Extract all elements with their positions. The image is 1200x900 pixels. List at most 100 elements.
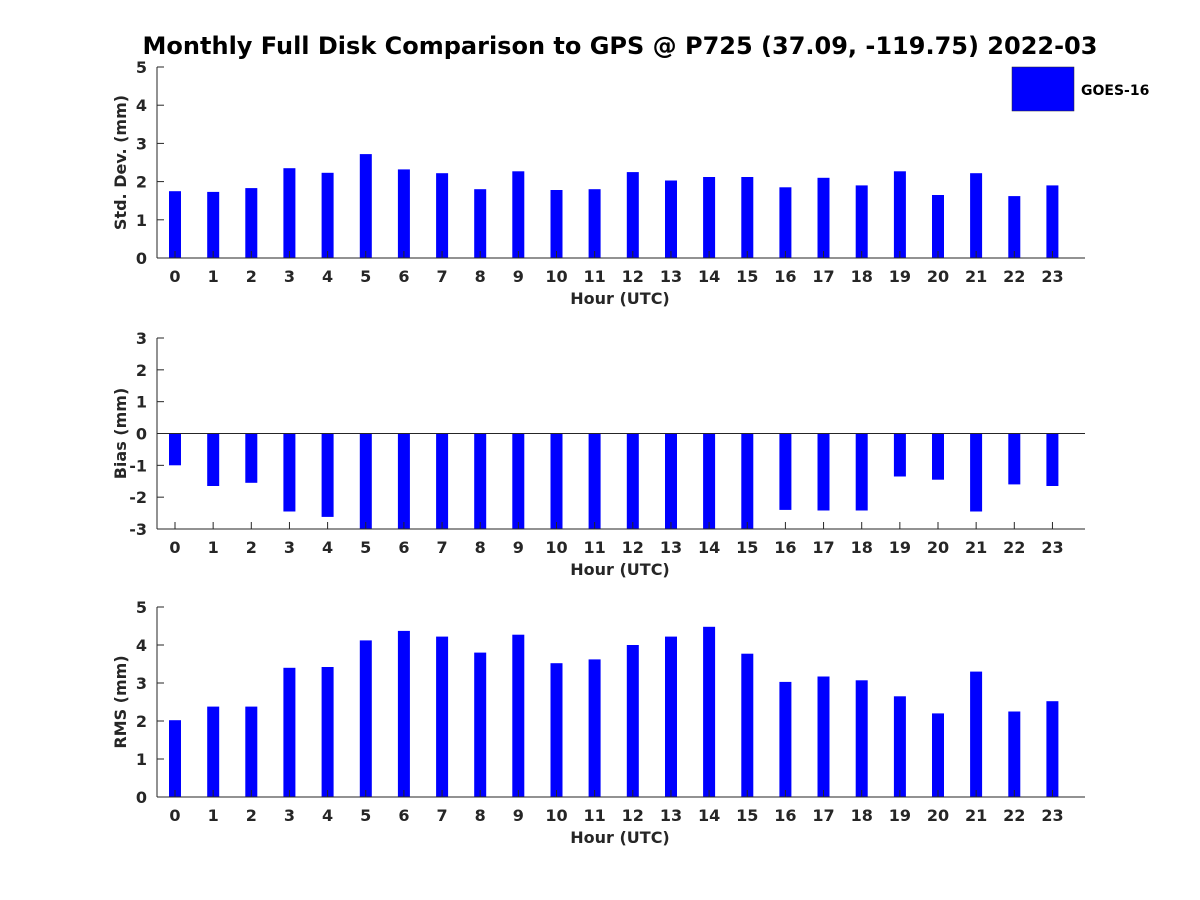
bar-hour-5: [359, 154, 372, 258]
y-tick-label: 3: [136, 329, 147, 348]
x-tick-label: 20: [927, 267, 949, 286]
x-tick-label: 3: [284, 806, 295, 825]
y-tick-label: -1: [129, 456, 147, 475]
x-tick-label: 6: [398, 538, 409, 557]
bar-hour-22: [1008, 433, 1021, 485]
bar-hour-6: [397, 433, 410, 529]
bar-hour-10: [550, 190, 563, 258]
x-tick-label: 13: [660, 538, 682, 557]
bar-hour-22: [1008, 196, 1021, 258]
bar-hour-23: [1046, 185, 1059, 258]
x-tick-label: 23: [1041, 806, 1063, 825]
y-tick-label: 4: [136, 636, 147, 655]
bar-hour-1: [207, 191, 220, 258]
bar-hour-17: [817, 433, 830, 511]
x-tick-label: 18: [851, 538, 873, 557]
bar-hour-11: [588, 433, 601, 529]
bar-hour-13: [665, 433, 677, 529]
y-tick-label: 0: [136, 425, 147, 444]
y-tick-label: 5: [136, 58, 147, 77]
bar-hour-1: [207, 433, 220, 486]
x-tick-label: 15: [736, 538, 758, 557]
bar-hour-8: [474, 433, 487, 529]
x-tick-label: 16: [774, 267, 796, 286]
y-tick-label: 0: [136, 249, 147, 268]
bar-hour-16: [779, 433, 792, 510]
bar-hour-19: [893, 696, 906, 797]
bar-hour-21: [970, 173, 983, 258]
x-tick-label: 11: [584, 806, 606, 825]
bar-hour-15: [741, 653, 754, 797]
y-tick-label: -3: [129, 520, 147, 539]
x-tick-label: 19: [889, 267, 911, 286]
x-tick-label: 22: [1003, 538, 1025, 557]
x-tick-label: 4: [322, 538, 333, 557]
bar-hour-3: [283, 667, 296, 797]
bar-hour-22: [1008, 711, 1021, 797]
y-tick-label: 1: [136, 211, 147, 230]
x-tick-label: 18: [851, 806, 873, 825]
x-tick-label: 13: [660, 267, 682, 286]
bar-hour-2: [245, 188, 258, 258]
x-axis-label: Hour (UTC): [570, 289, 670, 308]
y-tick-label: 2: [136, 712, 147, 731]
bar-hour-14: [703, 626, 716, 797]
x-tick-label: 6: [398, 806, 409, 825]
legend-label: GOES-16: [1081, 83, 1149, 99]
bar-hour-3: [283, 433, 296, 512]
bar-hour-3: [283, 168, 296, 258]
bar-hour-7: [436, 173, 449, 258]
bar-hour-6: [397, 169, 410, 258]
bar-hour-10: [550, 433, 563, 529]
x-tick-label: 17: [812, 267, 834, 286]
bar-hour-12: [626, 433, 639, 529]
bar-hour-13: [665, 180, 677, 258]
y-tick-label: 2: [136, 361, 147, 380]
x-tick-label: 20: [927, 538, 949, 557]
legend: GOES-16: [1011, 66, 1149, 112]
bar-hour-18: [855, 185, 868, 258]
x-tick-label: 5: [360, 538, 371, 557]
bar-hour-9: [512, 433, 525, 529]
bar-hour-2: [245, 433, 258, 483]
x-tick-label: 10: [545, 806, 567, 825]
bar-hour-8: [474, 189, 487, 258]
bar-hour-6: [397, 630, 410, 797]
bar-hour-20: [932, 433, 944, 480]
bar-hour-4: [321, 172, 334, 258]
x-tick-label: 19: [889, 806, 911, 825]
x-tick-label: 8: [475, 538, 486, 557]
bar-hour-14: [703, 177, 716, 258]
bar-hour-19: [893, 171, 906, 258]
x-tick-label: 22: [1003, 806, 1025, 825]
x-axis-label: Hour (UTC): [570, 828, 670, 847]
x-axis-label: Hour (UTC): [570, 560, 670, 579]
x-tick-label: 2: [246, 806, 257, 825]
x-tick-label: 5: [360, 267, 371, 286]
bar-hour-19: [893, 433, 906, 477]
bar-hour-1: [207, 706, 220, 797]
x-tick-label: 23: [1041, 538, 1063, 557]
x-tick-label: 23: [1041, 267, 1063, 286]
bar-hour-18: [855, 680, 868, 797]
x-tick-label: 12: [622, 267, 644, 286]
x-tick-label: 1: [208, 538, 219, 557]
chart-title: Monthly Full Disk Comparison to GPS @ P7…: [143, 32, 1098, 60]
x-tick-label: 19: [889, 538, 911, 557]
bar-hour-7: [436, 636, 449, 797]
x-tick-label: 13: [660, 806, 682, 825]
bar-hour-7: [436, 433, 449, 529]
bar-hour-23: [1046, 433, 1059, 486]
x-tick-label: 21: [965, 538, 987, 557]
x-tick-label: 17: [812, 538, 834, 557]
x-tick-label: 10: [545, 538, 567, 557]
y-tick-label: 4: [136, 96, 147, 115]
x-tick-label: 2: [246, 538, 257, 557]
bar-hour-4: [321, 433, 334, 517]
x-tick-label: 2: [246, 267, 257, 286]
bar-hour-2: [245, 706, 258, 797]
bar-hour-13: [665, 636, 677, 797]
bar-hour-15: [741, 177, 754, 258]
x-tick-label: 7: [436, 267, 447, 286]
